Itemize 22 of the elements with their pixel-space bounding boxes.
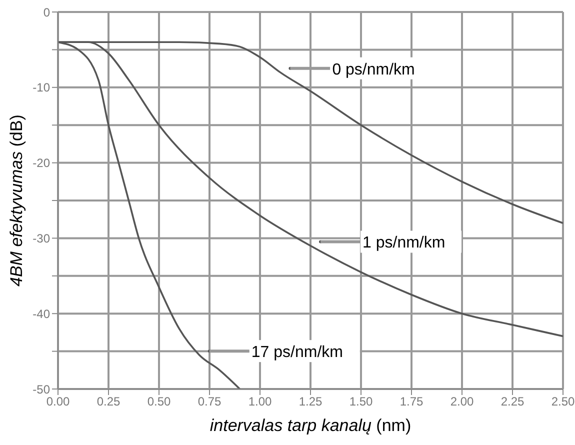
x-tick-label: 0.25: [96, 394, 120, 409]
x-tick-label: 1.75: [400, 394, 424, 409]
x-tick-label: 2.00: [450, 394, 474, 409]
y-tick-label: -20: [32, 156, 50, 170]
x-tick-label: 2.25: [500, 394, 524, 409]
y-tick-label: 0: [43, 5, 50, 20]
x-tick-label: 1.50: [349, 394, 373, 409]
series-label: 0 ps/nm/km: [332, 61, 415, 78]
y-tick-label: -30: [32, 231, 50, 246]
x-axis-title: intervalas tarp kanalų (nm): [210, 416, 412, 435]
series-label: 17 ps/nm/km: [251, 344, 343, 362]
x-tick-label: 0.75: [198, 394, 222, 409]
x-tick-label: 2.50: [551, 394, 575, 409]
series-label: 1 ps/nm/km: [362, 234, 446, 252]
y-tick-label: -10: [32, 80, 50, 95]
y-tick-label: -50: [32, 382, 50, 396]
x-tick-label: 1.00: [248, 394, 272, 409]
y-axis-title: 4BM efektyvumas (dB): [7, 114, 26, 286]
y-tick-label: -40: [32, 306, 50, 321]
x-tick-label: 0.50: [147, 394, 171, 409]
x-tick-label: 1.25: [298, 394, 322, 409]
x-tick-label: 0.00: [46, 394, 70, 409]
